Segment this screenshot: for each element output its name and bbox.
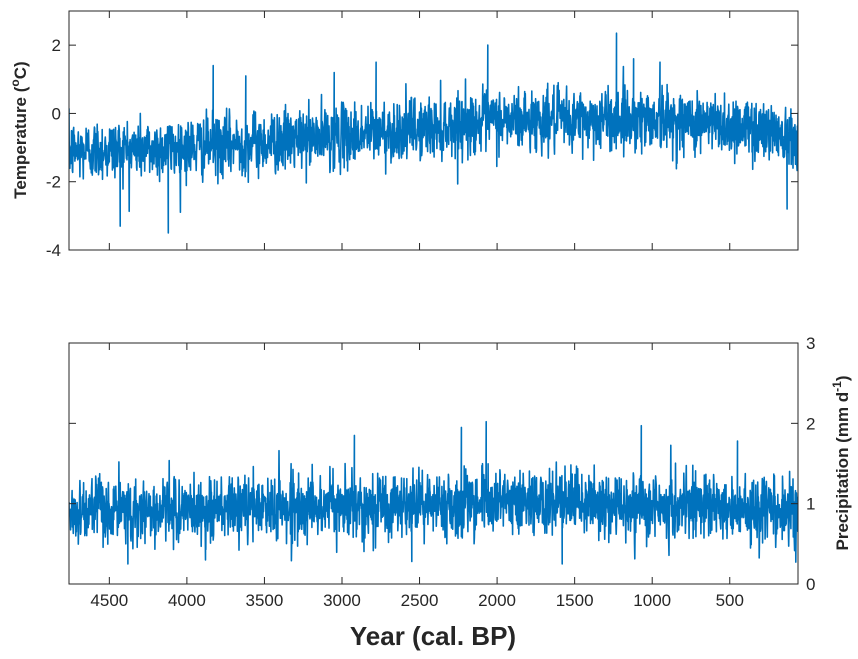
series-line: [69, 420, 798, 565]
x-tick-label: 2500: [401, 591, 439, 610]
series-line: [69, 32, 798, 234]
x-tick-label: 4000: [168, 591, 206, 610]
temperature-series: [69, 32, 798, 234]
precipitation-series: [69, 420, 798, 565]
y-tick-label: 0: [52, 104, 61, 123]
precipitation-axes-box: [68, 342, 799, 585]
temperature-y-axis-label: Temperature (oC): [8, 61, 30, 198]
y-tick-label: -4: [46, 241, 61, 260]
y-tick-label: 3: [806, 334, 815, 353]
temperature-x-ticks: [108, 11, 731, 250]
y-tick-label: 2: [52, 36, 61, 55]
temperature-axes-box: [68, 10, 799, 251]
x-axis-label: Year (cal. BP): [350, 621, 516, 651]
x-tick-label: 3000: [323, 591, 361, 610]
x-tick-label: 1000: [633, 591, 671, 610]
temperature-panel: -4 -2 0 2 Temperature (oC): [8, 10, 799, 260]
x-tick-label: 2000: [478, 591, 516, 610]
precipitation-y-axis-label: Precipitation (mm d-1): [830, 375, 852, 550]
x-tick-label: 500: [716, 591, 744, 610]
precipitation-y-ticks: 0 1 2 3: [69, 334, 815, 594]
y-tick-label: -2: [46, 173, 61, 192]
x-tick-label: 4500: [90, 591, 128, 610]
x-tick-label: 1500: [556, 591, 594, 610]
x-tick-label: 3500: [246, 591, 284, 610]
temperature-y-ticks: -4 -2 0 2: [46, 36, 798, 260]
y-tick-label: 1: [806, 495, 815, 514]
y-tick-label: 2: [806, 414, 815, 433]
y-tick-label: 0: [806, 575, 815, 594]
precipitation-panel: 4500 4000 3500 3000 2500 2000 1500 1000 500 0 1 2 3…: [68, 334, 852, 651]
precipitation-x-ticks: 4500 4000 3500 3000 2500 2000 1500 1000 500: [90, 343, 744, 610]
